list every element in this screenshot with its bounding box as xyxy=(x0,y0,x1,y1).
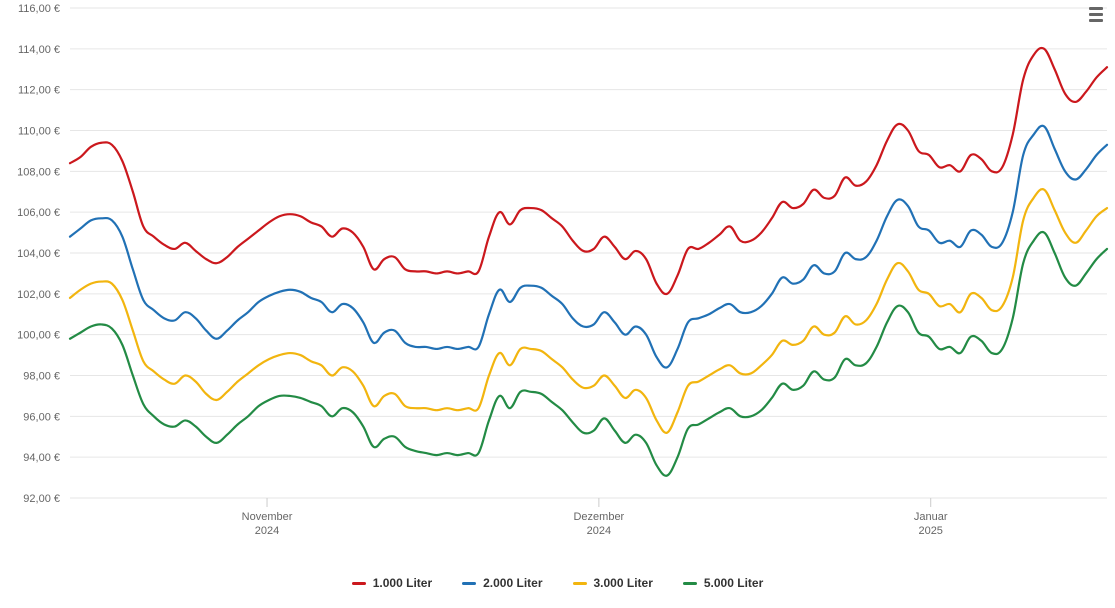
series-line xyxy=(70,189,1107,433)
y-axis-tick-label: 102,00 € xyxy=(17,289,60,301)
x-axis-tick-label: 2024 xyxy=(587,525,611,537)
chart-context-menu-button[interactable] xyxy=(1084,3,1108,25)
legend-item[interactable]: 2.000 Liter xyxy=(462,576,542,590)
y-axis-tick-label: 92,00 € xyxy=(23,493,60,505)
legend-item[interactable]: 3.000 Liter xyxy=(573,576,653,590)
x-axis-tick-label: Dezember xyxy=(573,511,624,523)
y-axis-tick-label: 98,00 € xyxy=(23,371,60,383)
series-line xyxy=(70,232,1107,476)
y-axis-tick-label: 114,00 € xyxy=(18,44,60,56)
x-axis-tick-label: November xyxy=(242,511,293,523)
line-chart: 92,00 € 94,00 € 96,00 € 98,00 € 100,00 € 102,… xyxy=(0,0,1115,608)
legend-swatch xyxy=(462,582,476,585)
chart-container: 92,00 € 94,00 € 96,00 € 98,00 € 100,00 € 102,… xyxy=(0,0,1115,608)
legend-swatch xyxy=(683,582,697,585)
y-axis-tick-label: 104,00 € xyxy=(17,248,60,260)
legend-label: 2.000 Liter xyxy=(483,576,542,590)
x-axis-tick-label: 2025 xyxy=(918,525,942,537)
x-axis-tick-label: 2024 xyxy=(255,525,279,537)
legend-label: 3.000 Liter xyxy=(594,576,653,590)
chart-legend: 1.000 Liter 2.000 Liter 3.000 Liter 5.000 L… xyxy=(0,576,1115,590)
legend-item[interactable]: 1.000 Liter xyxy=(352,576,432,590)
y-axis-tick-label: 112,00 € xyxy=(18,85,60,97)
legend-item[interactable]: 5.000 Liter xyxy=(683,576,763,590)
legend-swatch xyxy=(352,582,366,585)
legend-label: 5.000 Liter xyxy=(704,576,763,590)
y-axis-tick-label: 96,00 € xyxy=(23,411,60,423)
y-axis-tick-label: 108,00 € xyxy=(17,166,60,178)
y-axis-tick-label: 110,00 € xyxy=(18,126,60,138)
y-axis-tick-label: 106,00 € xyxy=(17,207,60,219)
legend-swatch xyxy=(573,582,587,585)
legend-label: 1.000 Liter xyxy=(373,576,432,590)
x-axis-tick-label: Januar xyxy=(914,511,948,523)
y-axis-tick-label: 100,00 € xyxy=(17,330,60,342)
series-line xyxy=(70,126,1107,368)
y-axis-tick-label: 94,00 € xyxy=(23,452,60,464)
y-axis-tick-label: 116,00 € xyxy=(18,3,60,15)
